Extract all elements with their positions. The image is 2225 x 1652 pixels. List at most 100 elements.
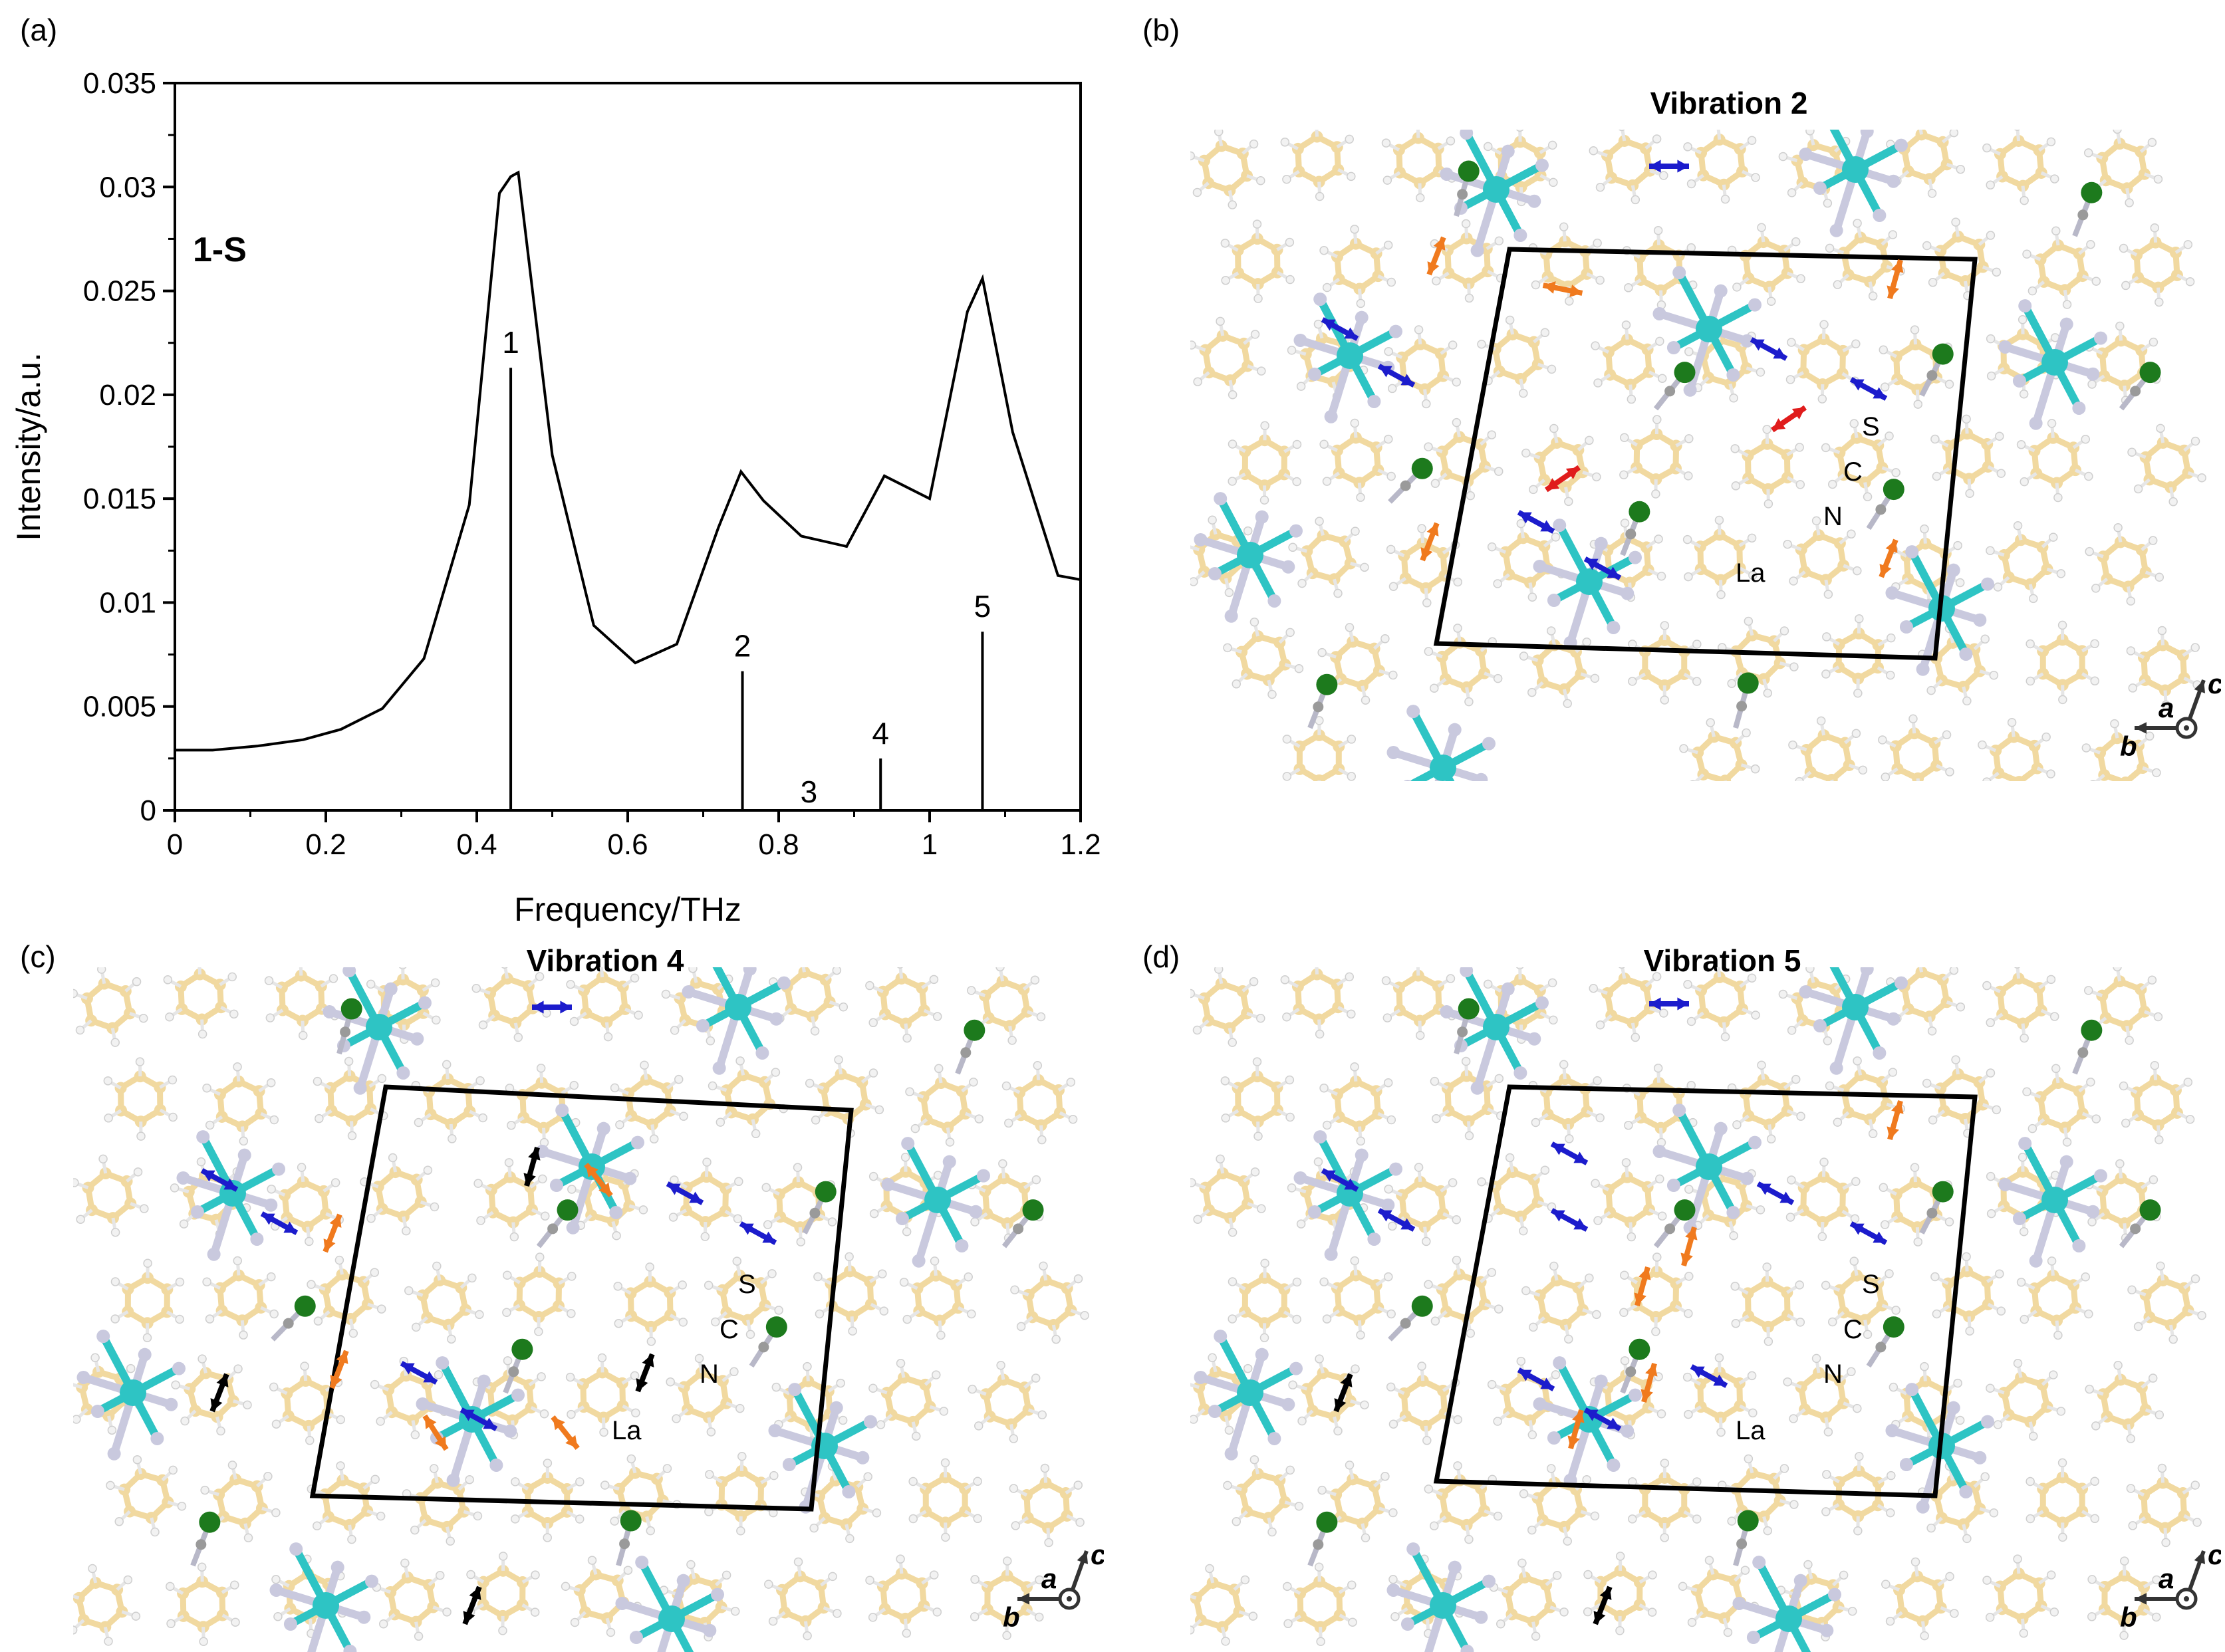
hydrogen-atom <box>2083 148 2093 158</box>
hydrogen-atom <box>1986 1171 1996 1181</box>
hydrogen-atom <box>1863 492 1873 501</box>
nitrogen-atom <box>418 996 432 1010</box>
hydrogen-atom <box>1007 1036 1017 1045</box>
hydrogen-atom <box>1651 489 1660 499</box>
nitrogen-atom <box>1829 223 1843 237</box>
hydrogen-atom <box>1620 1270 1629 1280</box>
axis-ticks: 0 0.2 0.4 0.6 0.8 1 1.200.0050.010.0150.020.02… <box>83 67 1101 861</box>
hydrogen-atom <box>2047 1256 2057 1266</box>
hydrogen-atom <box>911 1431 921 1441</box>
hydrogen-atom <box>513 1032 523 1042</box>
hydrogen-atom <box>1627 1232 1636 1242</box>
arrow_blue-displacement-arrow-head <box>201 1170 215 1182</box>
hydrogen-atom <box>1986 180 1995 190</box>
hydrogen-atom <box>1214 967 1224 974</box>
hydrogen-atom <box>2028 286 2037 296</box>
hydrogen-atom <box>998 1159 1007 1169</box>
carbon-atom <box>1193 543 1206 556</box>
hydrogen-atom <box>1516 519 1526 529</box>
hydrogen-atom <box>269 1115 279 1125</box>
hydrogen-atom <box>793 1163 803 1172</box>
nitrogen-atom <box>289 1542 303 1556</box>
hydrogen-atom <box>734 1177 743 1187</box>
hydrogen-atom <box>845 1252 854 1262</box>
hydrogen-atom <box>1795 1318 1805 1327</box>
carbon-atom <box>336 1474 349 1486</box>
hydrogen-atom <box>803 1361 812 1371</box>
carbon-atom <box>145 1512 158 1524</box>
hydrogen-atom <box>2028 1123 2037 1133</box>
hydrogen-atom <box>1259 1333 1269 1342</box>
hydrogen-atom <box>1593 1076 1602 1086</box>
carbon-atom <box>1714 574 1727 586</box>
carbon-atom <box>1193 1381 1206 1393</box>
axis-c-label: c <box>1091 1539 1104 1570</box>
sulfur-atom <box>815 1181 837 1203</box>
hydrogen-atom <box>1208 515 1217 525</box>
hydrogen-atom <box>810 1026 820 1036</box>
hydrogen-atom <box>539 1409 549 1419</box>
lanthanum-atom <box>366 1014 392 1040</box>
hydrogen-atom <box>2050 174 2059 183</box>
hydrogen-atom <box>1493 579 1502 588</box>
hydrogen-atom <box>1683 142 1692 152</box>
carbon-atom <box>1919 1375 1932 1387</box>
hydrogen-atom <box>1190 1178 1196 1187</box>
carbon-atom <box>2138 1005 2151 1018</box>
hydrogen-atom <box>1730 1282 1740 1291</box>
hydrogen-atom <box>1816 716 1826 726</box>
carbon-atom <box>1713 134 1726 146</box>
hydrogen-atom <box>1448 340 1458 350</box>
hydrogen-atom <box>2046 137 2056 147</box>
hydrogen-bond <box>1190 1383 1200 1389</box>
hydrogen-atom <box>2085 546 2094 556</box>
arrow_blue-displacement-arrow-head <box>1607 566 1621 578</box>
hydrogen-atom <box>902 1629 912 1638</box>
hydrogen-atom <box>1996 469 2006 478</box>
hydrogen-atom <box>1978 740 1987 750</box>
lanthanum-atom <box>120 1379 146 1406</box>
axis-a-label: a <box>1041 1563 1057 1594</box>
carbon-atom <box>1039 1476 1052 1489</box>
carbon-atom <box>1453 431 1466 443</box>
sample-label: 1-S <box>193 231 247 269</box>
nitrogen-atom <box>1916 662 1930 676</box>
lanthanum-atom <box>313 1592 339 1619</box>
nitrogen-atom <box>566 1221 580 1235</box>
hydrogen-atom <box>1850 1214 1860 1224</box>
hydrogen-atom <box>1422 1436 1432 1445</box>
nitrogen-atom <box>269 1583 283 1597</box>
hydrogen-atom <box>315 1114 324 1123</box>
hydrogen-atom <box>2018 1152 2028 1162</box>
nitrogen-atom <box>549 1178 563 1192</box>
hydrogen-atom <box>1521 1286 1531 1296</box>
hydrogen-atom <box>1487 1379 1497 1389</box>
carbon-atom <box>1627 179 1639 191</box>
nitrogen-atom <box>777 976 791 990</box>
hydrogen-atom <box>142 1333 152 1342</box>
hydrogen-atom <box>1858 765 1868 775</box>
carbon-atom <box>619 1538 630 1550</box>
hydrogen-atom <box>2155 297 2164 307</box>
hydrogen-atom <box>1350 418 1360 428</box>
hydrogen-atom <box>103 1076 113 1086</box>
carbon-atom <box>1478 667 1491 679</box>
carbon-atom <box>2121 182 2133 195</box>
hydrogen-atom <box>2183 1078 2193 1087</box>
carbon-atom <box>1047 1319 1060 1332</box>
hydrogen-atom <box>1821 1280 1831 1290</box>
lanthanum-atom <box>1576 568 1603 595</box>
hydrogen-atom <box>2150 223 2160 233</box>
hydrogen-atom <box>1228 390 1238 400</box>
nitrogen-atom <box>76 1370 90 1384</box>
hydrogen-atom <box>1757 223 1766 233</box>
arrow_black-displacement-arrow-head <box>523 1173 536 1186</box>
carbon-atom <box>124 1007 136 1020</box>
carbon-atom <box>1664 386 1676 397</box>
nitrogen-atom <box>1367 394 1381 408</box>
hydrogen-atom <box>896 1359 906 1368</box>
carbon-atom <box>1762 1320 1774 1333</box>
hydrogen-atom <box>1011 1521 1020 1530</box>
carbon-atom <box>1311 968 1323 981</box>
nitrogen-atom <box>1386 745 1400 759</box>
